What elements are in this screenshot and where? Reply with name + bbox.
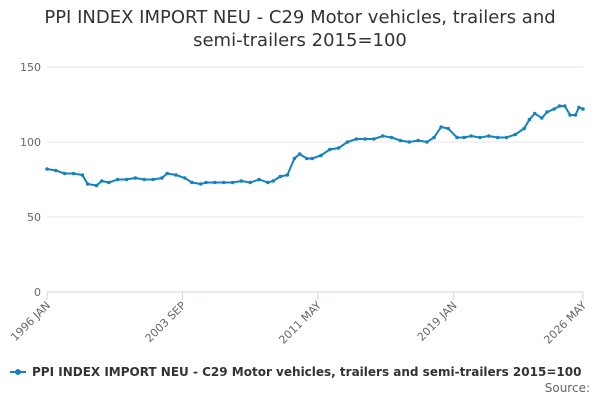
point: [133, 176, 138, 180]
point: [389, 135, 394, 140]
point: [142, 177, 146, 182]
point: [380, 134, 385, 138]
point: [54, 168, 58, 173]
point: [198, 182, 203, 186]
point: [581, 107, 585, 111]
point: [71, 171, 76, 176]
legend-label: PPI INDEX IMPORT NEU - C29 Motor vehicle…: [32, 365, 581, 379]
y-tick-label: 50: [27, 211, 41, 224]
point: [513, 132, 518, 137]
point: [174, 173, 178, 177]
point: [398, 138, 403, 143]
chart-title: PPI INDEX IMPORT NEU - C29 Motor vehicle…: [44, 7, 556, 51]
point: [532, 111, 537, 116]
point: [165, 171, 169, 176]
x-tick-label: 2026 MAY: [541, 299, 589, 347]
x-tick-label: 2003 SEP: [143, 299, 189, 345]
y-tick-label: 150: [20, 61, 41, 74]
point: [239, 179, 244, 183]
point: [425, 140, 429, 144]
series-line: [46, 105, 584, 187]
point: [336, 146, 341, 150]
point: [124, 177, 129, 182]
legend-marker: [15, 369, 21, 375]
source: Source:: [545, 381, 590, 395]
point: [221, 180, 226, 185]
point: [573, 113, 578, 117]
point: [446, 126, 450, 131]
point: [577, 105, 581, 110]
point: [310, 156, 314, 161]
point: [522, 126, 526, 131]
y-tick-label: 0: [34, 286, 41, 299]
point: [99, 179, 104, 183]
point: [94, 183, 99, 188]
point: [354, 137, 359, 141]
point: [115, 177, 120, 182]
x-tick-label: 1996 JAN: [8, 299, 53, 344]
point: [292, 156, 297, 161]
x-tick-label: 2019 JAN: [415, 299, 460, 344]
point: [495, 135, 500, 140]
point: [552, 107, 556, 111]
point: [345, 140, 350, 144]
point: [85, 182, 90, 186]
point: [160, 176, 164, 180]
point: [455, 135, 459, 140]
point: [230, 180, 235, 185]
point: [271, 179, 276, 183]
point: [504, 135, 509, 140]
point: [478, 135, 482, 140]
point: [432, 135, 436, 140]
point: [568, 113, 572, 117]
point: [416, 138, 420, 143]
point: [545, 110, 549, 114]
point: [562, 104, 567, 108]
point: [407, 140, 412, 144]
point: [278, 174, 283, 179]
point: [439, 125, 443, 129]
point: [80, 173, 85, 177]
point: [540, 116, 544, 120]
point: [213, 180, 217, 185]
point: [107, 180, 111, 185]
point: [204, 180, 208, 185]
point: [487, 134, 491, 138]
point: [527, 117, 532, 122]
point: [304, 156, 309, 161]
point: [45, 167, 49, 171]
point: [151, 177, 155, 182]
point: [62, 171, 67, 176]
point: [469, 134, 473, 138]
point: [285, 173, 290, 177]
point: [266, 180, 270, 185]
point: [248, 180, 253, 185]
point: [190, 180, 194, 185]
point: [363, 137, 367, 141]
point: [257, 177, 261, 182]
point: [557, 104, 562, 108]
point: [183, 176, 187, 180]
x-tick-label: 2011 MAY: [276, 299, 324, 347]
point: [319, 153, 323, 158]
point: [462, 135, 466, 140]
y-tick-label: 100: [20, 136, 41, 149]
point: [327, 147, 332, 152]
point: [372, 137, 376, 141]
point: [297, 152, 302, 156]
